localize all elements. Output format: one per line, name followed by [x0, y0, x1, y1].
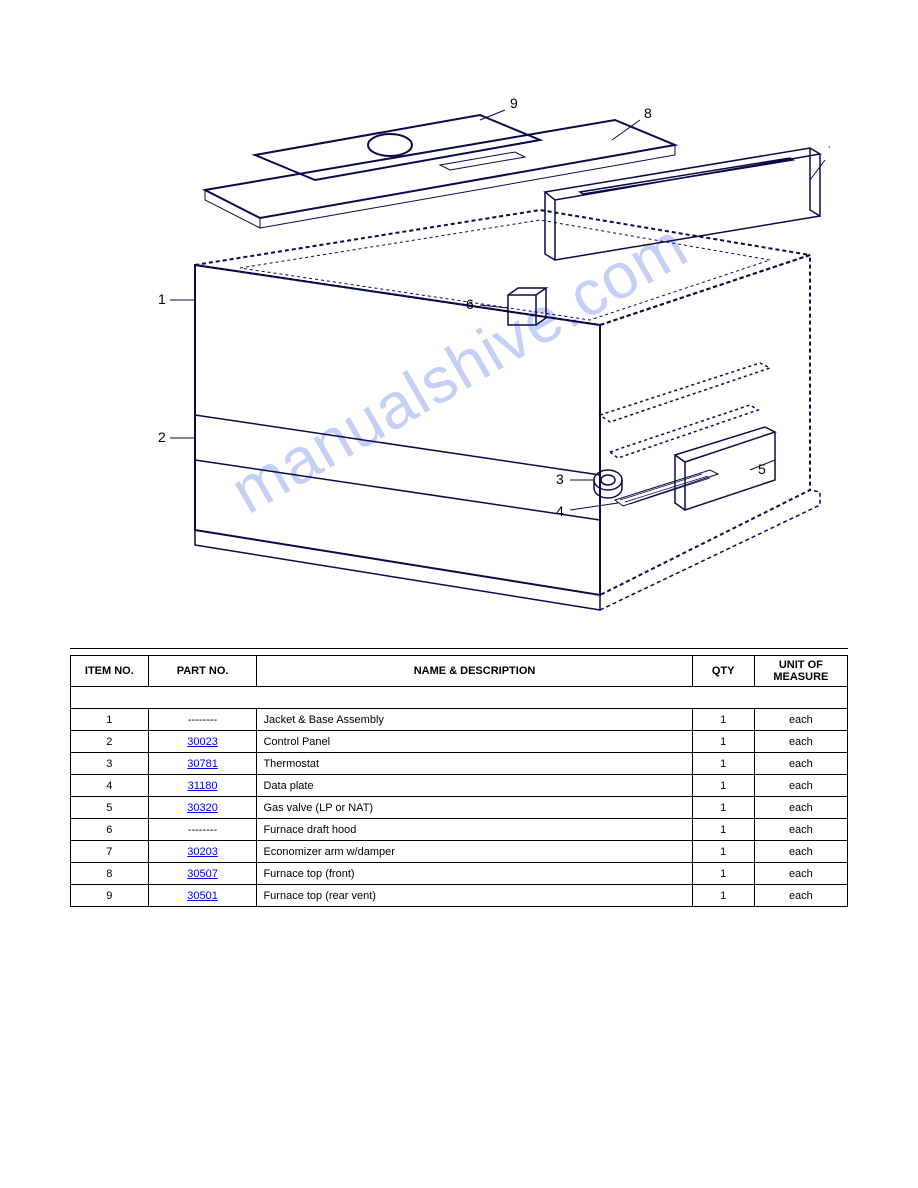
table-top-rule — [70, 648, 848, 649]
cell-um: each — [754, 753, 847, 775]
cell-item: 2 — [71, 731, 149, 753]
cell-desc: Furnace top (rear vent) — [257, 885, 692, 907]
table-row: 8 30507 Furnace top (front)1each — [71, 863, 848, 885]
cell-item: 1 — [71, 709, 149, 731]
table-row: 5 30320 Gas valve (LP or NAT)1each — [71, 797, 848, 819]
cell-desc: Furnace top (front) — [257, 863, 692, 885]
part-link[interactable]: 30507 — [187, 868, 218, 880]
cell-desc: Jacket & Base Assembly — [257, 709, 692, 731]
cell-qty: 1 — [692, 863, 754, 885]
table-row: 7 30203 Economizer arm w/damper1each — [71, 841, 848, 863]
cell-desc: Data plate — [257, 775, 692, 797]
page: manualshive.com — [0, 0, 918, 1188]
col-um: UNIT OF MEASURE — [754, 656, 847, 687]
part-link[interactable]: 30203 — [187, 846, 218, 858]
col-qty: QTY — [692, 656, 754, 687]
part-link[interactable]: 30501 — [187, 890, 218, 902]
cell-qty: 1 — [692, 885, 754, 907]
cell-desc: Control Panel — [257, 731, 692, 753]
table-row: 1--------Jacket & Base Assembly1each — [71, 709, 848, 731]
callout-7: 7 — [828, 143, 830, 159]
table-row: 3 30781 Thermostat1each — [71, 753, 848, 775]
cell-part: 30507 — [148, 863, 257, 885]
cell-um: each — [754, 841, 847, 863]
parts-table-body: 1--------Jacket & Base Assembly1each2300… — [71, 687, 848, 907]
part-link[interactable]: 30781 — [187, 758, 218, 770]
cell-qty: 1 — [692, 819, 754, 841]
cell-part: -------- — [148, 819, 257, 841]
cell-item: 3 — [71, 753, 149, 775]
cell-part: 30203 — [148, 841, 257, 863]
parts-table-spacer — [71, 687, 848, 709]
cell-um: each — [754, 797, 847, 819]
cell-part: 30320 — [148, 797, 257, 819]
cell-part: -------- — [148, 709, 257, 731]
cell-part: 31180 — [148, 775, 257, 797]
col-desc: NAME & DESCRIPTION — [257, 656, 692, 687]
cell-qty: 1 — [692, 775, 754, 797]
table-row: 2 30023 Control Panel1each — [71, 731, 848, 753]
cell-qty: 1 — [692, 753, 754, 775]
cell-item: 5 — [71, 797, 149, 819]
col-item: ITEM NO. — [71, 656, 149, 687]
cell-part: 30023 — [148, 731, 257, 753]
cell-item: 8 — [71, 863, 149, 885]
cell-desc: Gas valve (LP or NAT) — [257, 797, 692, 819]
col-part: PART NO. — [148, 656, 257, 687]
part-link[interactable]: 30023 — [187, 736, 218, 748]
callout-4: 4 — [556, 503, 564, 519]
cell-um: each — [754, 709, 847, 731]
exploded-diagram: 1 2 3 4 5 6 7 8 9 — [110, 60, 830, 620]
callout-9: 9 — [510, 95, 518, 111]
callout-2: 2 — [158, 429, 166, 445]
parts-table-header-row: ITEM NO. PART NO. NAME & DESCRIPTION QTY… — [71, 656, 848, 687]
cell-part: 30501 — [148, 885, 257, 907]
cell-um: each — [754, 885, 847, 907]
table-row: 9 30501 Furnace top (rear vent)1each — [71, 885, 848, 907]
callout-6: 6 — [466, 296, 474, 312]
part-link[interactable]: 31180 — [188, 780, 218, 792]
cell-qty: 1 — [692, 797, 754, 819]
table-row: 4 31180 Data plate1each — [71, 775, 848, 797]
cell-item: 4 — [71, 775, 149, 797]
cell-item: 7 — [71, 841, 149, 863]
figure-area: manualshive.com — [70, 60, 848, 620]
callout-1: 1 — [158, 291, 166, 307]
parts-table: ITEM NO. PART NO. NAME & DESCRIPTION QTY… — [70, 655, 848, 907]
cell-item: 6 — [71, 819, 149, 841]
cell-item: 9 — [71, 885, 149, 907]
cell-qty: 1 — [692, 731, 754, 753]
cell-um: each — [754, 819, 847, 841]
cell-um: each — [754, 775, 847, 797]
part-link[interactable]: 30320 — [187, 802, 218, 814]
cell-qty: 1 — [692, 709, 754, 731]
cell-um: each — [754, 863, 847, 885]
cell-qty: 1 — [692, 841, 754, 863]
callout-8: 8 — [644, 105, 652, 121]
cell-desc: Economizer arm w/damper — [257, 841, 692, 863]
table-row: 6--------Furnace draft hood1each — [71, 819, 848, 841]
callout-5: 5 — [758, 461, 766, 477]
cell-part: 30781 — [148, 753, 257, 775]
callout-3: 3 — [556, 471, 564, 487]
cell-desc: Thermostat — [257, 753, 692, 775]
cell-desc: Furnace draft hood — [257, 819, 692, 841]
cell-um: each — [754, 731, 847, 753]
